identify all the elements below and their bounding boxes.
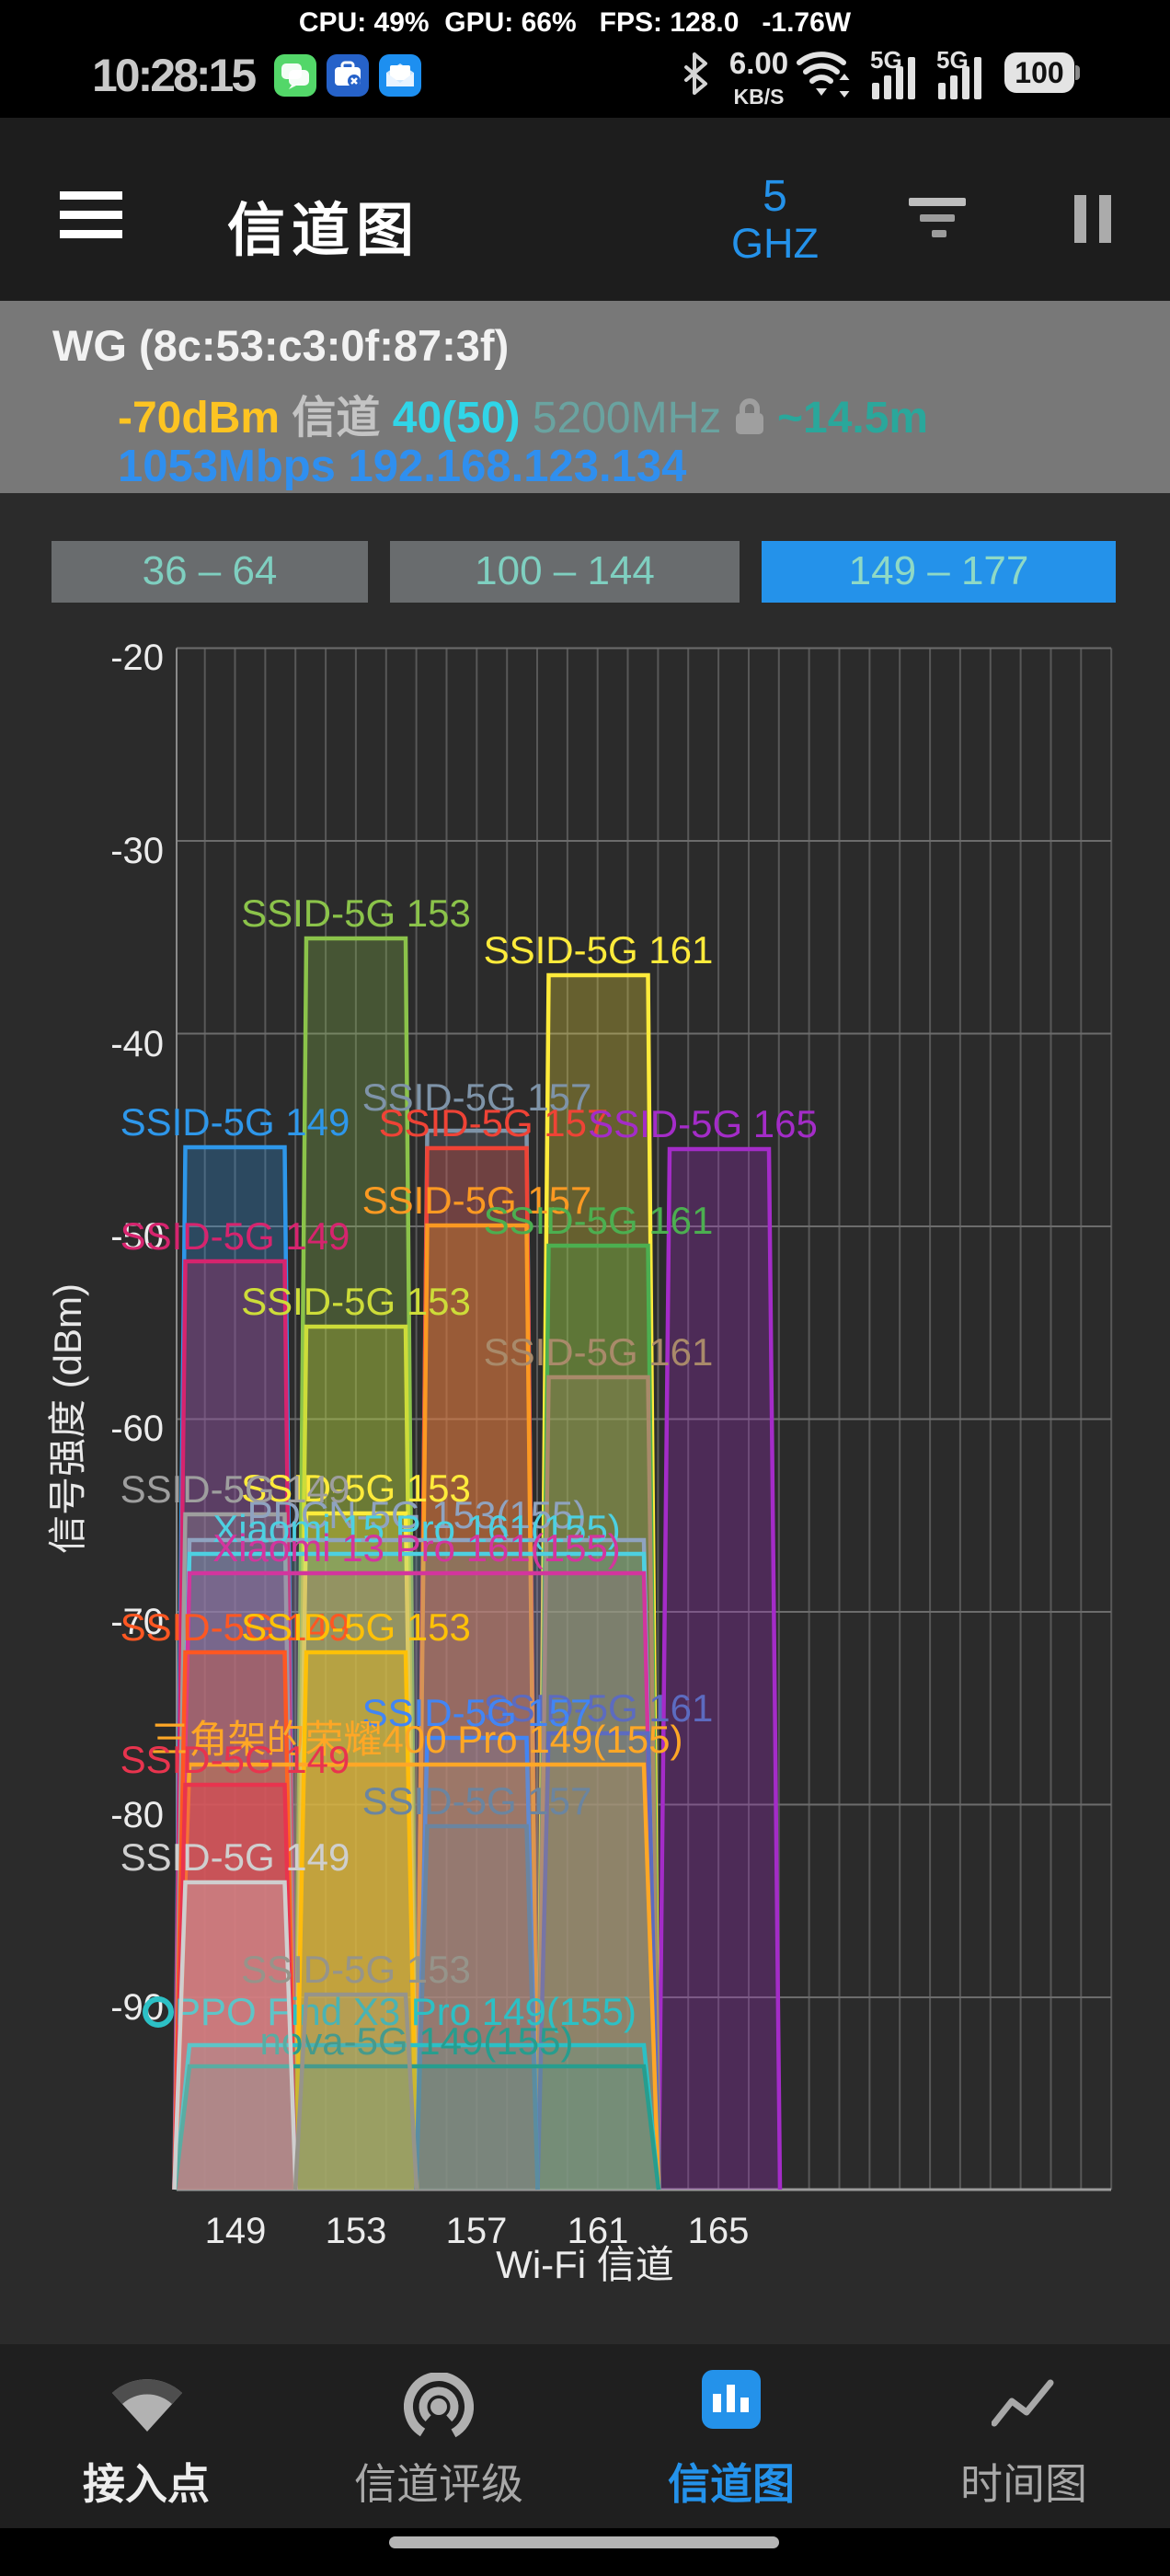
svg-text:Xiaomi 13 Pro 161(155): Xiaomi 13 Pro 161(155) (212, 1526, 621, 1570)
svg-text:SSID-5G 153: SSID-5G 153 (241, 1280, 471, 1323)
svg-text:SSID-5G 149: SSID-5G 149 (120, 1738, 350, 1781)
svg-text:信号强度 (dBm): 信号强度 (dBm) (46, 1283, 89, 1554)
svg-text:-60: -60 (110, 1409, 164, 1449)
svg-text:SSID-5G 161: SSID-5G 161 (484, 1330, 714, 1374)
svg-text:Wi-Fi 信道: Wi-Fi 信道 (496, 2243, 674, 2286)
svg-text:SSID-5G 149: SSID-5G 149 (120, 1100, 350, 1144)
svg-text:161: 161 (568, 2211, 629, 2251)
svg-text:SSID-5G 161: SSID-5G 161 (484, 928, 714, 972)
svg-text:SSID-5G 153: SSID-5G 153 (241, 1466, 471, 1510)
svg-text:-90: -90 (110, 1987, 164, 2028)
svg-text:SSID-5G 157: SSID-5G 157 (362, 1179, 592, 1222)
svg-text:SSID-5G 153: SSID-5G 153 (241, 1948, 471, 1991)
svg-text:-20: -20 (110, 638, 164, 678)
svg-text:-50: -50 (110, 1216, 164, 1257)
svg-text:-80: -80 (110, 1795, 164, 1835)
svg-text:-30: -30 (110, 831, 164, 871)
svg-text:157: 157 (446, 2211, 508, 2251)
svg-text:nova-5G 149(155): nova-5G 149(155) (260, 2019, 574, 2063)
svg-text:165: 165 (688, 2211, 750, 2251)
svg-text:SSID-5G 161: SSID-5G 161 (484, 1686, 714, 1730)
svg-text:SSID-5G 149: SSID-5G 149 (120, 1214, 350, 1258)
svg-text:-40: -40 (110, 1024, 164, 1064)
svg-text:SSID-5G 157: SSID-5G 157 (362, 1779, 592, 1823)
svg-text:SSID-5G 153: SSID-5G 153 (241, 891, 471, 935)
svg-text:SSID-5G 161: SSID-5G 161 (484, 1199, 714, 1242)
svg-text:153: 153 (326, 2211, 387, 2251)
svg-text:149: 149 (205, 2211, 267, 2251)
svg-text:PDCN-5G 153(155): PDCN-5G 153(155) (247, 1493, 587, 1536)
svg-text:三角架的荣耀400 Pro 149(155): 三角架的荣耀400 Pro 149(155) (151, 1718, 683, 1761)
svg-text:SSID-5G 157: SSID-5G 157 (379, 1101, 609, 1144)
svg-text:SSID-5G 157: SSID-5G 157 (362, 1691, 592, 1734)
svg-text:SSID-5G 165: SSID-5G 165 (588, 1102, 818, 1145)
svg-text:SSID-5G 149: SSID-5G 149 (120, 1605, 350, 1649)
svg-text:SSID-5G 149: SSID-5G 149 (120, 1467, 350, 1511)
svg-text:SSID-5G 153: SSID-5G 153 (241, 1605, 471, 1649)
svg-text:Xiaomi 15 Pro 161(155): Xiaomi 15 Pro 161(155) (212, 1507, 621, 1550)
svg-text:SSID-5G 149: SSID-5G 149 (120, 1835, 350, 1879)
svg-text:-70: -70 (110, 1602, 164, 1642)
svg-text:SSID-5G 157: SSID-5G 157 (362, 1075, 592, 1119)
